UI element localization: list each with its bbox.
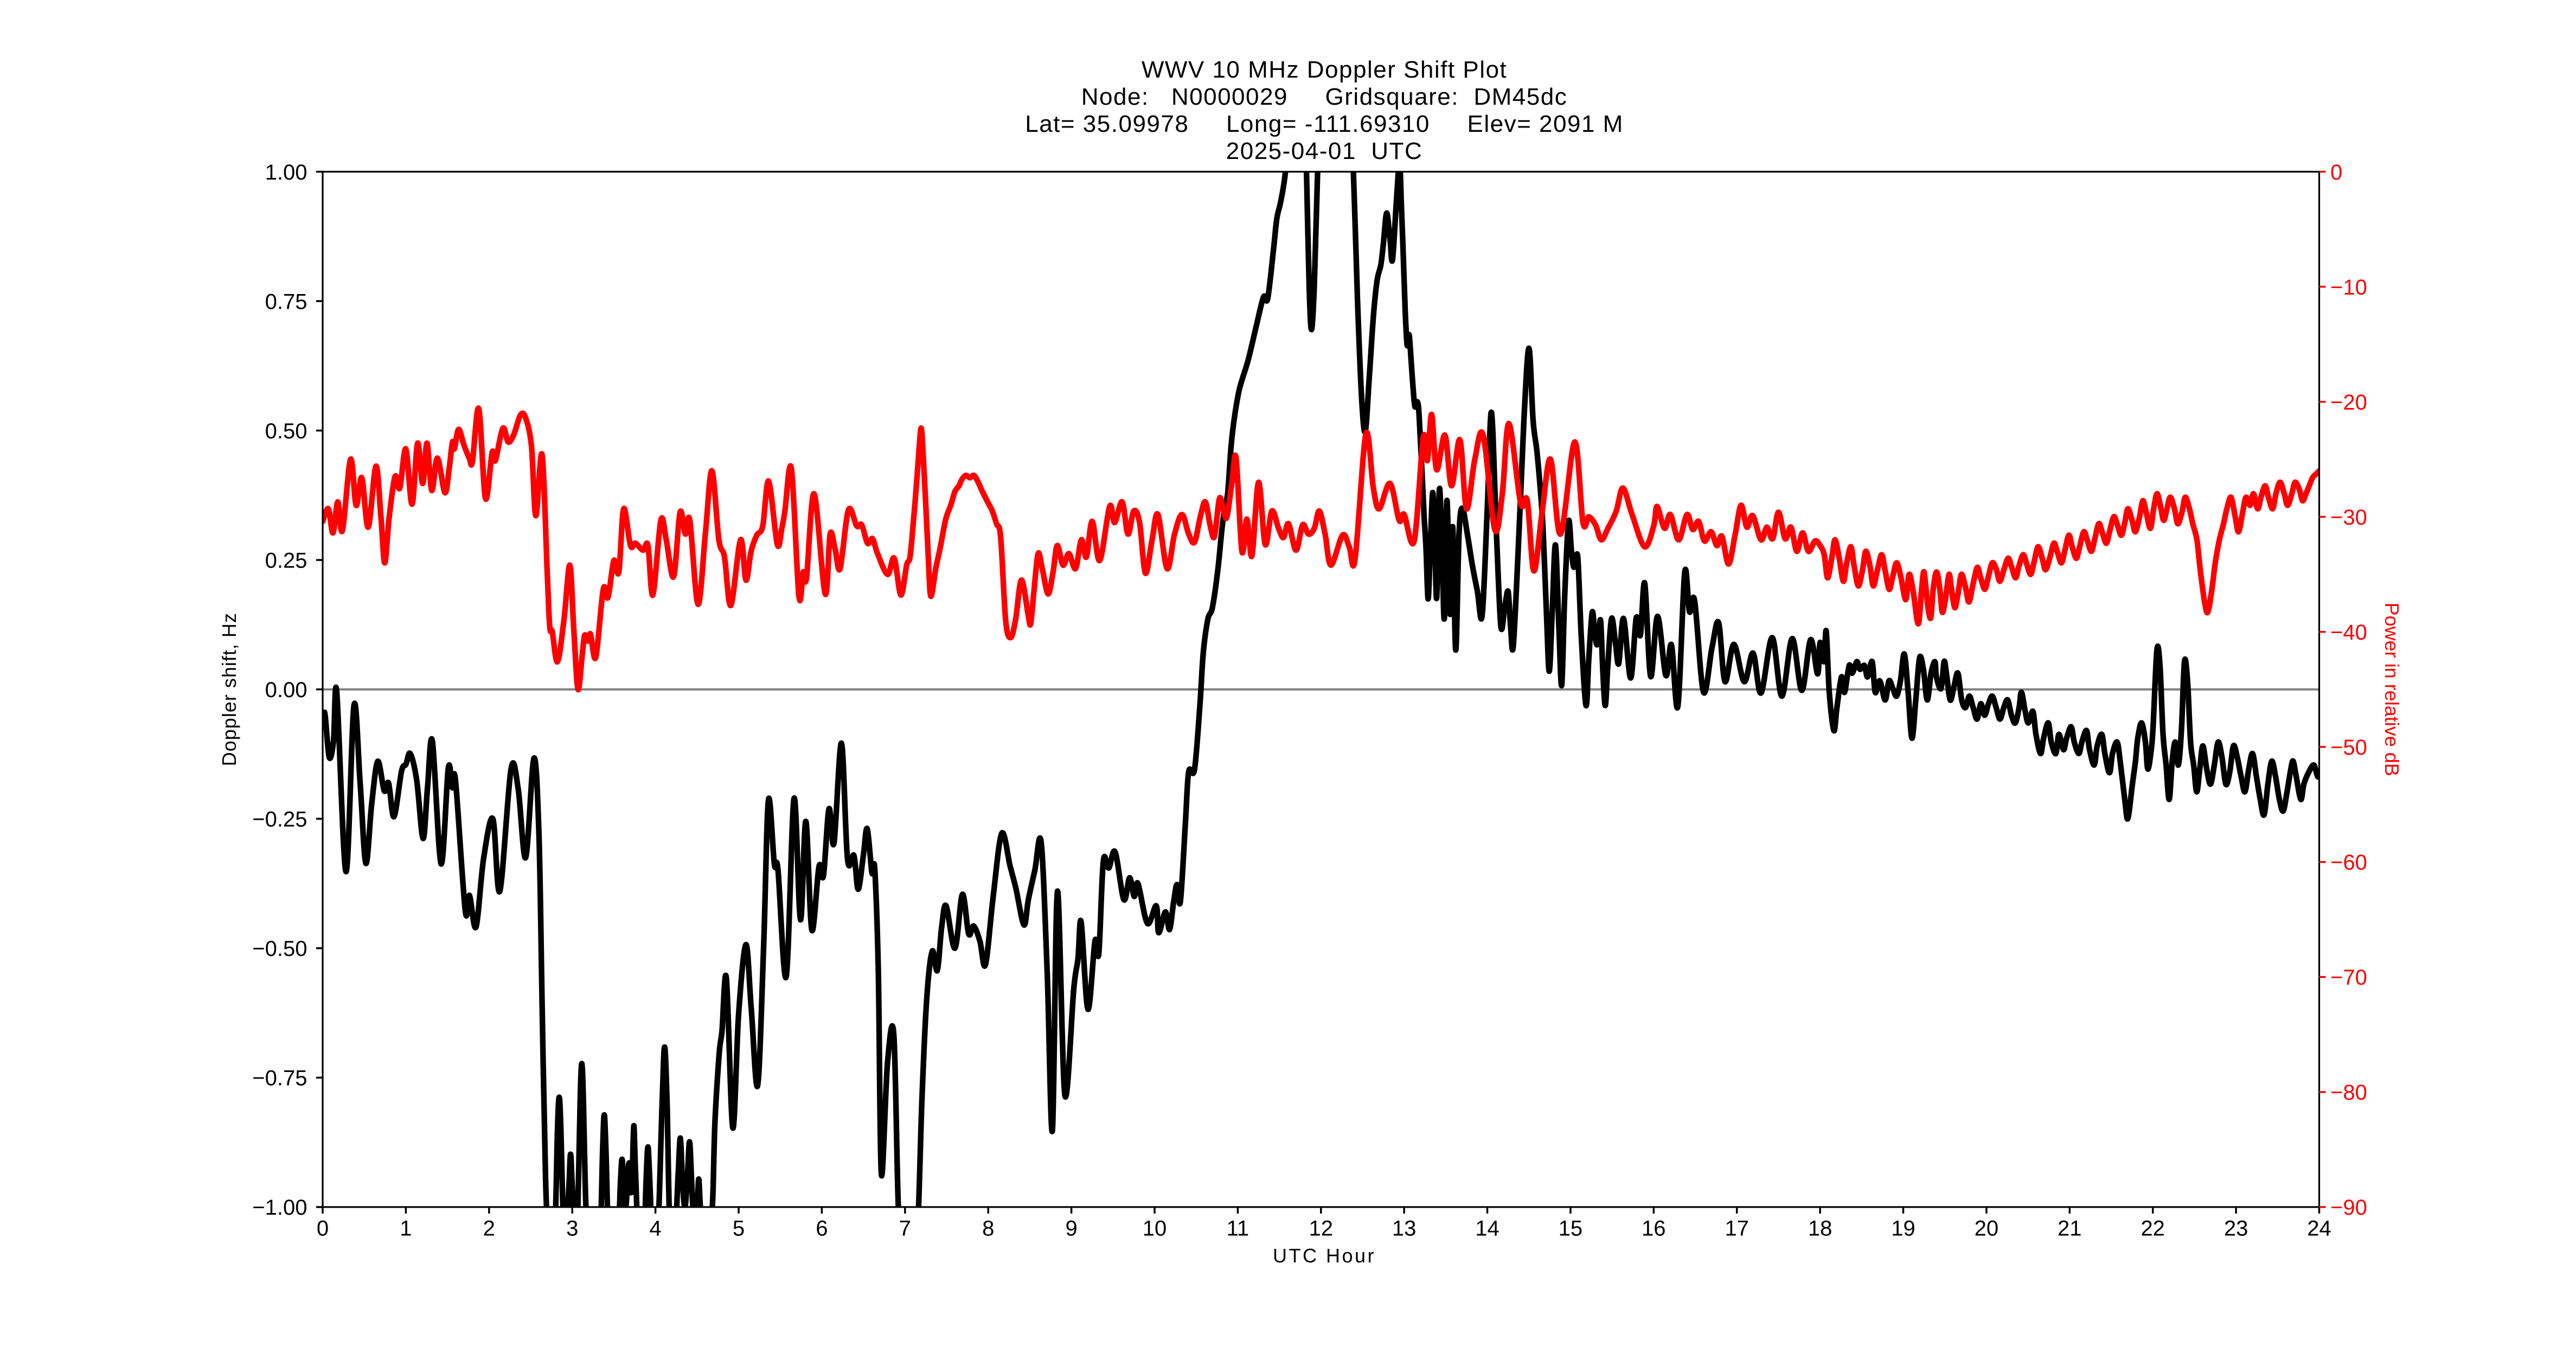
svg-text:23: 23 bbox=[2224, 1216, 2248, 1240]
svg-text:−0.75: −0.75 bbox=[252, 1067, 307, 1090]
svg-text:−30: −30 bbox=[2330, 506, 2367, 529]
svg-text:13: 13 bbox=[1392, 1216, 1417, 1240]
svg-text:0: 0 bbox=[317, 1216, 329, 1240]
svg-text:Doppler shift, Hz: Doppler shift, Hz bbox=[218, 612, 240, 766]
svg-text:0.25: 0.25 bbox=[265, 549, 307, 573]
svg-text:9: 9 bbox=[1065, 1216, 1077, 1240]
svg-text:4: 4 bbox=[649, 1216, 661, 1240]
svg-text:0.00: 0.00 bbox=[265, 678, 307, 702]
svg-text:15: 15 bbox=[1559, 1216, 1583, 1240]
svg-text:21: 21 bbox=[2058, 1216, 2082, 1240]
svg-text:12: 12 bbox=[1309, 1216, 1334, 1240]
svg-text:−0.50: −0.50 bbox=[252, 937, 307, 961]
svg-text:11: 11 bbox=[1227, 1216, 1249, 1240]
svg-text:−50: −50 bbox=[2330, 736, 2367, 760]
svg-text:18: 18 bbox=[1808, 1216, 1832, 1240]
svg-text:−70: −70 bbox=[2330, 966, 2367, 990]
svg-text:2: 2 bbox=[483, 1216, 495, 1240]
svg-text:14: 14 bbox=[1475, 1216, 1500, 1240]
svg-text:1: 1 bbox=[400, 1216, 412, 1240]
svg-text:5: 5 bbox=[733, 1216, 745, 1240]
svg-text:20: 20 bbox=[1975, 1216, 1999, 1240]
svg-text:−40: −40 bbox=[2330, 621, 2367, 645]
svg-text:19: 19 bbox=[1891, 1216, 1915, 1240]
svg-text:−10: −10 bbox=[2330, 276, 2367, 299]
svg-text:Node: N0000029 Gridsquar: Node: N0000029 Gridsquare: DM45dc bbox=[1081, 84, 1567, 110]
svg-text:24: 24 bbox=[2307, 1216, 2331, 1240]
svg-text:−80: −80 bbox=[2330, 1081, 2367, 1105]
svg-text:−60: −60 bbox=[2330, 851, 2367, 875]
svg-text:10: 10 bbox=[1143, 1216, 1167, 1240]
svg-text:0.50: 0.50 bbox=[265, 419, 307, 443]
svg-text:Power in relative dB: Power in relative dB bbox=[2381, 603, 2403, 776]
svg-text:−20: −20 bbox=[2330, 391, 2367, 414]
svg-text:UTC Hour: UTC Hour bbox=[1273, 1245, 1376, 1267]
svg-text:−0.25: −0.25 bbox=[252, 808, 307, 832]
svg-text:7: 7 bbox=[899, 1216, 911, 1240]
svg-text:−90: −90 bbox=[2330, 1196, 2367, 1220]
svg-text:8: 8 bbox=[982, 1216, 994, 1240]
svg-text:17: 17 bbox=[1725, 1216, 1749, 1240]
svg-text:0: 0 bbox=[2330, 161, 2342, 184]
svg-text:2025-04-01 UTC: 2025-04-01 UTC bbox=[1226, 138, 1422, 164]
svg-text:16: 16 bbox=[1642, 1216, 1666, 1240]
svg-text:−1.00: −1.00 bbox=[252, 1196, 307, 1220]
svg-text:1.00: 1.00 bbox=[265, 161, 307, 184]
svg-text:0.75: 0.75 bbox=[265, 290, 307, 314]
svg-text:WWV 10 MHz Doppler Shift Plot: WWV 10 MHz Doppler Shift Plot bbox=[1142, 56, 1507, 83]
svg-text:22: 22 bbox=[2141, 1216, 2165, 1240]
svg-text:6: 6 bbox=[816, 1216, 828, 1240]
svg-text:3: 3 bbox=[566, 1216, 578, 1240]
svg-text:Lat= 35.09978 Long= -111.6: Lat= 35.09978 Long= -111.69310 Elev= 209… bbox=[1025, 111, 1624, 137]
